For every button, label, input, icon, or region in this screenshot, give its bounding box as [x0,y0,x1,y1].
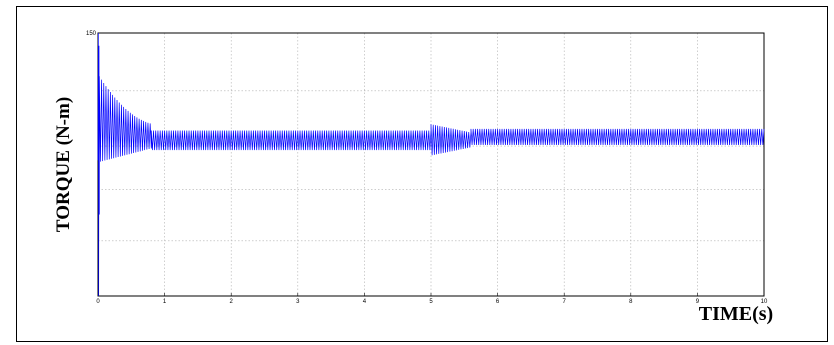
figure-frame [16,6,828,342]
x-tick-label: 1 [163,299,167,305]
grid [98,33,764,296]
x-tick-label: 2 [230,299,234,305]
x-tick-label: 4 [363,299,367,305]
x-tick-label: 10 [761,299,768,305]
x-tick-label: 6 [496,299,500,305]
x-tick-label: 0 [96,299,100,305]
x-tick-label: 3 [296,299,300,305]
series-line-torque [97,32,765,297]
x-axis-label: TIME(s) [699,303,773,325]
y-tick-label-top: 150 [86,31,97,37]
x-tick-label: 9 [696,299,700,305]
x-tick-label: 5 [429,299,433,305]
y-axis-label: TORQUE (N-m) [53,97,74,232]
x-tick-label: 7 [563,299,567,305]
x-tick-label: 8 [629,299,633,305]
x-ticks: 0 1 2 3 4 5 6 7 8 9 10 [96,293,768,305]
